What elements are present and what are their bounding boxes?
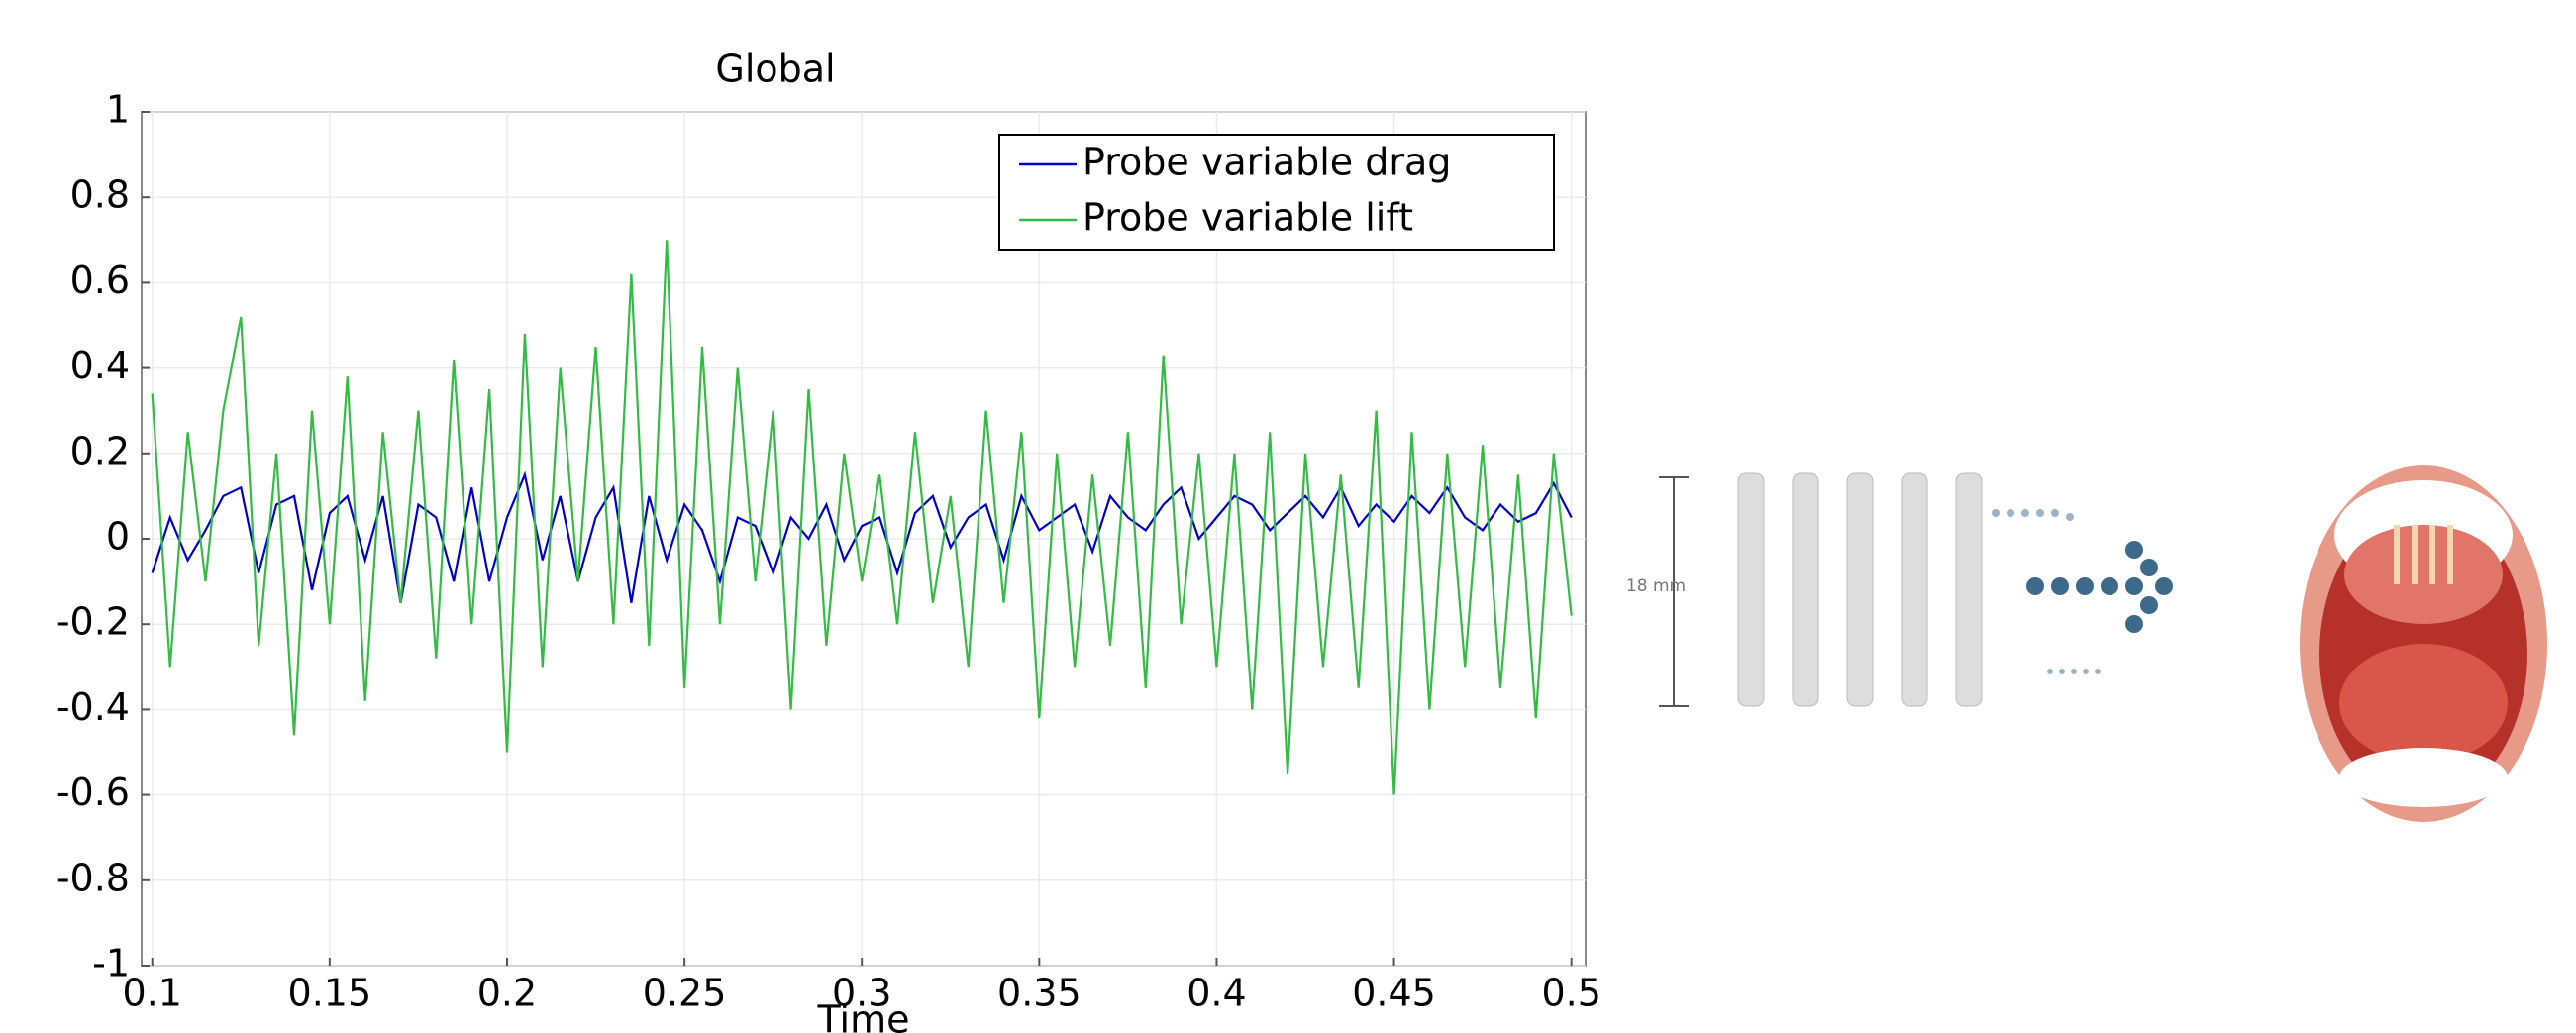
scale-label: 18 mm bbox=[1626, 576, 1686, 596]
x-tick-label: 0.5 bbox=[1541, 972, 1600, 1015]
graft-illustration: 18 mm bbox=[1626, 472, 2173, 707]
x-axis-label: Time bbox=[817, 998, 910, 1033]
chart-title: Global bbox=[715, 48, 835, 91]
y-tick-label: -0.2 bbox=[56, 600, 130, 644]
x-tick-label: 0.15 bbox=[288, 972, 372, 1015]
y-tick-label: 0.8 bbox=[70, 173, 130, 217]
x-tick-label: 0.3 bbox=[832, 972, 891, 1015]
y-tick-label: 0 bbox=[106, 515, 130, 559]
x-tick-label: 0.25 bbox=[643, 972, 727, 1015]
data-line bbox=[151, 470, 1573, 603]
y-tick-label: 1 bbox=[106, 88, 130, 132]
y-tick-label: -1 bbox=[92, 942, 130, 985]
legend-label: Probe variable drag bbox=[1082, 141, 1451, 184]
data-line bbox=[151, 240, 1573, 795]
y-tick-label: 0.6 bbox=[70, 258, 130, 302]
y-tick-label: -0.8 bbox=[56, 856, 130, 899]
y-tick-label: -0.4 bbox=[56, 685, 130, 729]
y-tick-label: -0.6 bbox=[56, 771, 130, 814]
x-tick-label: 0.35 bbox=[997, 972, 1082, 1015]
legend-box bbox=[998, 134, 1555, 251]
y-tick-label: 0.4 bbox=[70, 344, 130, 387]
y-tick-label: 0.2 bbox=[70, 429, 130, 472]
plot: -1 -0.8 -0.6 -0.4 -0.2 0 0.2 0.4 0.6 0.8 1 0.1 0.15 0… bbox=[56, 88, 1601, 1015]
x-tick-label: 0.2 bbox=[477, 972, 537, 1015]
mouth-illustration bbox=[2300, 465, 2547, 822]
legend-label: Probe variable lift bbox=[1082, 196, 1413, 240]
x-tick-label: 0.1 bbox=[123, 972, 182, 1015]
x-tick-label: 0.4 bbox=[1186, 972, 1246, 1015]
x-tick-label: 0.45 bbox=[1352, 972, 1436, 1015]
